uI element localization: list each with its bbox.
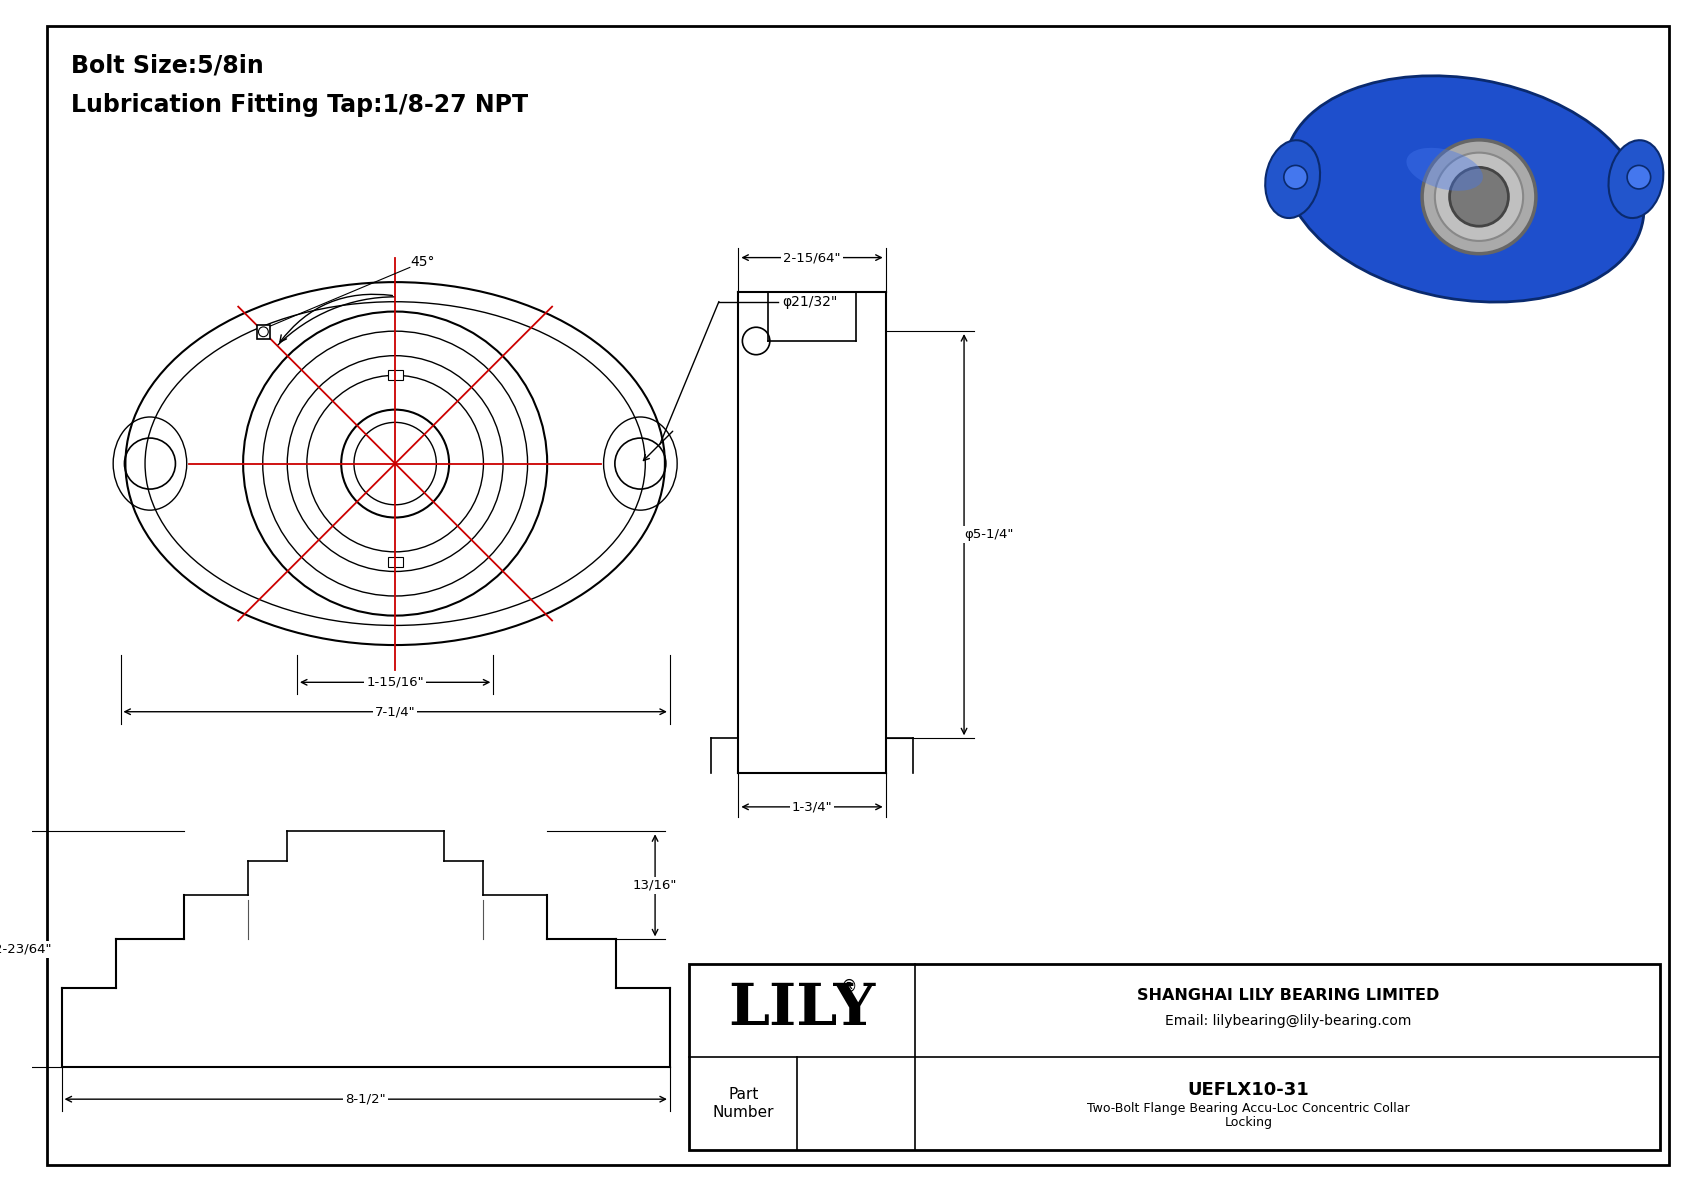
Text: Part
Number: Part Number — [712, 1087, 775, 1120]
Text: Lubrication Fitting Tap:1/8-27 NPT: Lubrication Fitting Tap:1/8-27 NPT — [71, 93, 529, 117]
Text: Bolt Size:5/8in: Bolt Size:5/8in — [71, 54, 264, 77]
Ellipse shape — [1265, 141, 1320, 218]
Text: 2-23/64": 2-23/64" — [0, 942, 51, 955]
Text: 13/16": 13/16" — [633, 879, 677, 892]
Bar — [689, 964, 1660, 1151]
Circle shape — [1450, 168, 1509, 226]
Ellipse shape — [1406, 148, 1484, 191]
Text: 1-3/4": 1-3/4" — [791, 800, 832, 813]
Text: ®: ® — [840, 978, 857, 996]
Bar — [256, 325, 269, 338]
Bar — [387, 556, 402, 567]
Circle shape — [258, 326, 268, 337]
Text: LILY: LILY — [729, 980, 876, 1036]
Text: UEFLX10-31: UEFLX10-31 — [1187, 1081, 1310, 1099]
Text: φ21/32": φ21/32" — [783, 294, 839, 308]
Text: 2-15/64": 2-15/64" — [783, 251, 840, 264]
Text: 1-15/16": 1-15/16" — [367, 675, 424, 688]
Text: 7-1/4": 7-1/4" — [376, 705, 416, 718]
Text: Two-Bolt Flange Bearing Accu-Loc Concentric Collar: Two-Bolt Flange Bearing Accu-Loc Concent… — [1088, 1102, 1410, 1115]
Circle shape — [1421, 139, 1536, 254]
Circle shape — [1435, 152, 1522, 241]
Text: Email: lilybearing@lily-bearing.com: Email: lilybearing@lily-bearing.com — [1165, 1015, 1411, 1028]
Circle shape — [1627, 166, 1650, 189]
Ellipse shape — [1285, 76, 1644, 303]
Text: 8-1/2": 8-1/2" — [345, 1092, 386, 1105]
Text: Locking: Locking — [1224, 1116, 1273, 1129]
Text: φ5-1/4": φ5-1/4" — [963, 528, 1014, 541]
Ellipse shape — [1608, 141, 1664, 218]
Text: SHANGHAI LILY BEARING LIMITED: SHANGHAI LILY BEARING LIMITED — [1137, 989, 1438, 1003]
Bar — [387, 370, 402, 380]
Circle shape — [1283, 166, 1307, 189]
Text: 45°: 45° — [409, 256, 434, 269]
